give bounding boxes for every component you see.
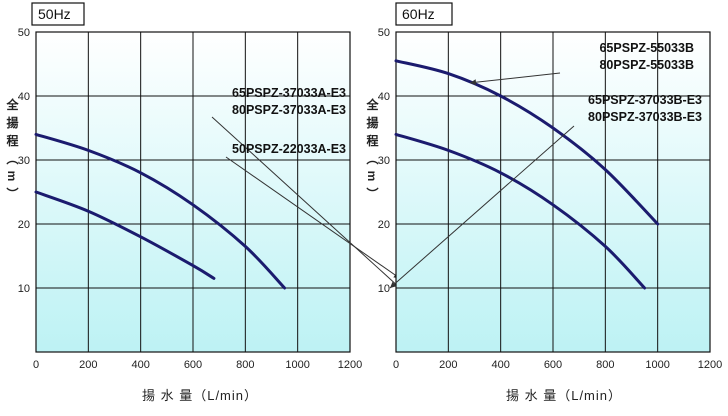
series-label: 80PSPZ-37033B-E3 [588, 110, 702, 124]
series-label: 80PSPZ-37033A-E3 [232, 103, 346, 117]
x-tick-label: 400 [131, 359, 149, 371]
leader-arrow [470, 79, 477, 86]
series-label: 65PSPZ-37033A-E3 [232, 86, 346, 100]
series-label: 80PSPZ-55033B [599, 58, 694, 72]
y-tick-label: 30 [18, 155, 30, 167]
leader-line [469, 72, 561, 84]
chart-title: 60Hz [402, 6, 435, 22]
x-tick-label: 1200 [338, 359, 362, 371]
plot-frame [395, 31, 711, 353]
leader-arrow [390, 281, 397, 288]
x-tick-label: 600 [184, 359, 202, 371]
y-tick-label: 10 [378, 283, 390, 295]
chart-title: 50Hz [38, 6, 71, 22]
y-tick-label: 10 [18, 283, 30, 295]
chart-panel-1: 10 20 30 40 50 0 200 400 600 800 1000 1200 60Hz 全揚程（m… [365, 2, 722, 403]
x-tick-label: 1200 [698, 359, 722, 371]
x-tick-label: 200 [439, 359, 457, 371]
y-tick-label: 40 [378, 91, 390, 103]
y-tick-label: 50 [378, 27, 390, 39]
series-label: 65PSPZ-55033B [599, 41, 694, 55]
series-line-0 [394, 59, 660, 226]
series-line-1 [34, 190, 216, 280]
leader-line [389, 125, 575, 289]
x-tick-label: 1000 [285, 359, 309, 371]
leader-line [225, 156, 401, 279]
x-tick-label: 800 [596, 359, 614, 371]
x-tick-label: 0 [33, 359, 39, 371]
leader-line [211, 116, 401, 289]
x-tick-label: 600 [544, 359, 562, 371]
chart-title-box [31, 2, 85, 26]
x-tick-label: 800 [236, 359, 254, 371]
chart-title-box [395, 2, 453, 26]
series-line-0 [34, 132, 287, 290]
y-tick-label: 20 [378, 219, 390, 231]
x-tick-label: 1000 [645, 359, 669, 371]
y-tick-label: 50 [18, 27, 30, 39]
series-line-1 [394, 132, 647, 290]
x-axis-label: 揚 水 量（L/min） [142, 388, 258, 403]
y-tick-label: 20 [18, 219, 30, 231]
x-tick-label: 400 [491, 359, 509, 371]
x-tick-label: 0 [393, 359, 399, 371]
y-tick-label: 40 [18, 91, 30, 103]
series-label: 50PSPZ-22033A-E3 [232, 142, 346, 156]
series-label: 65PSPZ-37033B-E3 [588, 93, 702, 107]
y-tick-label: 30 [378, 155, 390, 167]
x-tick-label: 200 [79, 359, 97, 371]
x-axis-label: 揚 水 量（L/min） [506, 388, 622, 403]
y-axis-label: 全揚程（m） [365, 97, 379, 205]
y-axis-label: 全揚程（m） [5, 97, 19, 205]
